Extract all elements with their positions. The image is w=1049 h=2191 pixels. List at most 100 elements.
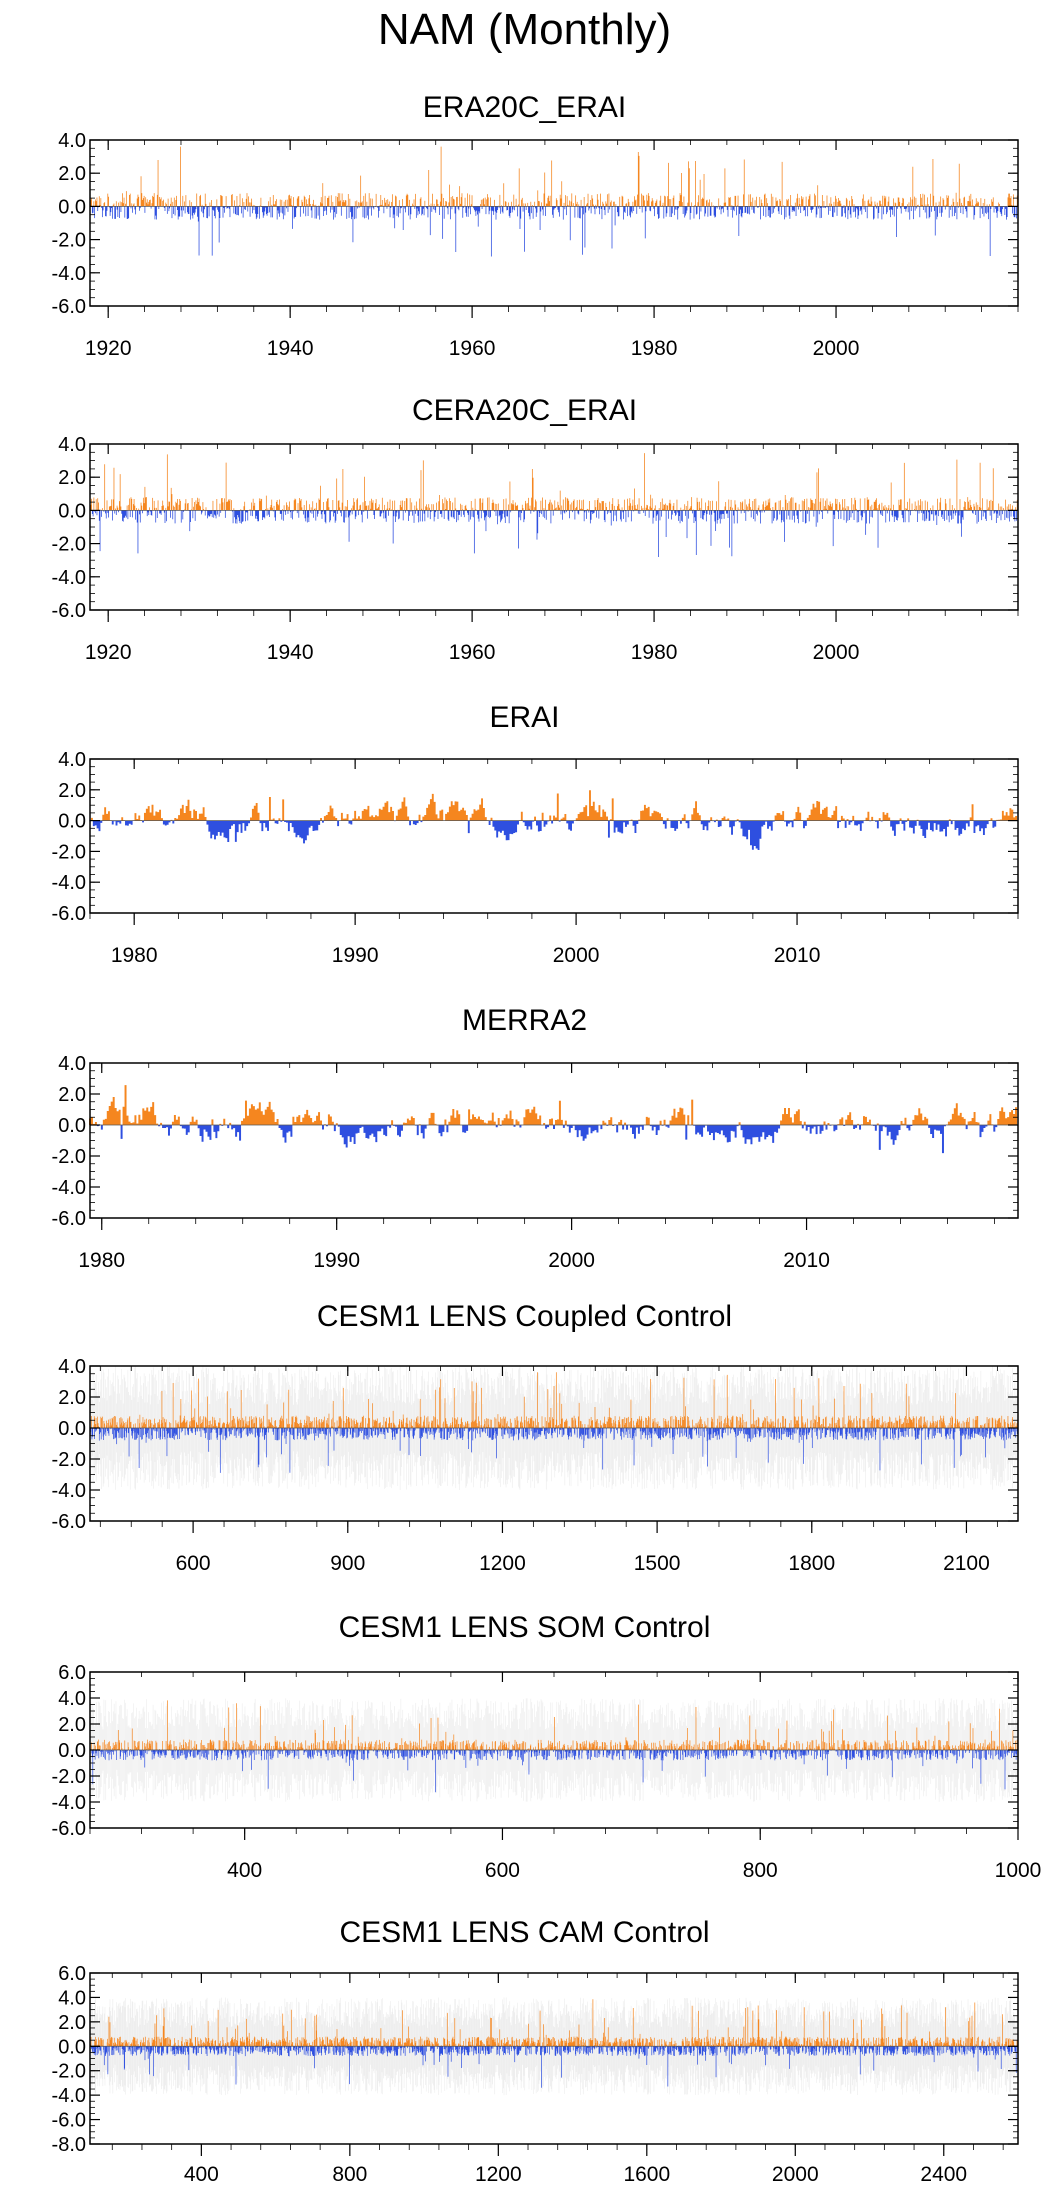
chart-title: ERA20C_ERAI bbox=[423, 91, 626, 124]
x-tick-label: 2010 bbox=[783, 1249, 830, 1272]
y-tick-label: -6.0 bbox=[52, 296, 86, 318]
x-tick-label: 1990 bbox=[313, 1249, 360, 1272]
y-tick-label: -6.0 bbox=[52, 903, 86, 925]
positive-bars bbox=[90, 453, 1018, 511]
y-tick-label: -6.0 bbox=[52, 1208, 86, 1230]
y-tick-label: 0.0 bbox=[58, 811, 86, 833]
negative-bars bbox=[89, 510, 1017, 558]
y-tick-label: -4.0 bbox=[52, 1177, 86, 1199]
chart-title: CERA20C_ERAI bbox=[412, 394, 637, 427]
y-tick-label: 0.0 bbox=[58, 1115, 86, 1137]
y-tick-label: -6.0 bbox=[52, 1818, 86, 1840]
chart-panel: MERRA2 4.0 2.0 0.0 -2.0 -4.0 -6.0 1980 1990 2000 2… bbox=[52, 1004, 1019, 1272]
x-tick-label: 1200 bbox=[475, 2163, 522, 2186]
positive-bars bbox=[89, 1085, 1018, 1125]
x-tick-label: 1960 bbox=[449, 337, 496, 360]
chart-panel: CERA20C_ERAI 4.0 2.0 0.0 -2.0 -4.0 -6.0 1920 194… bbox=[52, 394, 1019, 664]
x-tick-label: 1500 bbox=[634, 1552, 681, 1575]
x-tick-label: 800 bbox=[743, 1859, 778, 1882]
x-tick-label: 1960 bbox=[449, 641, 496, 664]
chart-title: CESM1 LENS SOM Control bbox=[339, 1611, 711, 1644]
x-tick-label: 1920 bbox=[85, 337, 132, 360]
chart-panel: ERAI 4.0 2.0 0.0 -2.0 -4.0 -6.0 1980 1990 2000 201… bbox=[52, 701, 1019, 967]
y-tick-label: 2.0 bbox=[58, 1387, 86, 1409]
y-tick-label: 0.0 bbox=[58, 1740, 86, 1762]
x-tick-label: 2010 bbox=[774, 944, 821, 967]
y-tick-label: -2.0 bbox=[52, 1146, 86, 1168]
ensemble-spread bbox=[89, 1997, 1018, 2096]
positive-bars bbox=[90, 790, 1018, 821]
negative-bars bbox=[96, 1125, 998, 1154]
y-tick-label: -2.0 bbox=[52, 2061, 86, 2083]
page-title: NAM (Monthly) bbox=[377, 5, 672, 54]
y-tick-label: 0.0 bbox=[58, 196, 86, 218]
y-tick-label: 0.0 bbox=[58, 2036, 86, 2058]
negative-bars bbox=[91, 206, 1017, 257]
y-tick-label: 4.0 bbox=[58, 434, 86, 456]
x-tick-label: 1980 bbox=[111, 944, 158, 967]
negative-bars bbox=[89, 820, 997, 850]
y-tick-label: -6.0 bbox=[52, 1511, 86, 1533]
x-tick-label: 2100 bbox=[943, 1552, 990, 1575]
y-tick-label: -6.0 bbox=[52, 600, 86, 622]
x-tick-label: 1600 bbox=[623, 2163, 670, 2186]
x-tick-label: 2400 bbox=[920, 2163, 967, 2186]
y-tick-label: 6.0 bbox=[58, 1662, 86, 1684]
y-tick-label: 2.0 bbox=[58, 467, 86, 489]
y-tick-label: -2.0 bbox=[52, 534, 86, 556]
y-tick-label: 2.0 bbox=[58, 1084, 86, 1106]
x-tick-label: 2000 bbox=[772, 2163, 819, 2186]
x-tick-label: 1980 bbox=[631, 641, 678, 664]
y-tick-label: 4.0 bbox=[58, 1053, 86, 1075]
x-tick-label: 1990 bbox=[332, 944, 379, 967]
y-tick-label: -2.0 bbox=[52, 1449, 86, 1471]
chart-title: CESM1 LENS CAM Control bbox=[339, 1916, 709, 1949]
positive-bars bbox=[89, 146, 1018, 207]
x-tick-label: 1000 bbox=[995, 1859, 1042, 1882]
y-tick-label: 6.0 bbox=[58, 1963, 86, 1985]
y-tick-label: -8.0 bbox=[52, 2134, 86, 2156]
y-tick-label: -4.0 bbox=[52, 567, 86, 589]
plot-frame bbox=[89, 758, 1019, 914]
plot-frame bbox=[89, 139, 1019, 307]
y-tick-label: -2.0 bbox=[52, 841, 86, 863]
y-tick-label: -2.0 bbox=[52, 1766, 86, 1788]
y-tick-label: 4.0 bbox=[58, 130, 86, 152]
y-tick-label: -4.0 bbox=[52, 2085, 86, 2107]
x-tick-label: 2000 bbox=[813, 641, 860, 664]
y-tick-label: 4.0 bbox=[58, 1688, 86, 1710]
chart-title: CESM1 LENS Coupled Control bbox=[317, 1300, 732, 1333]
chart-panel: CESM1 LENS Coupled Control 4.0 2.0 0.0 -2.0 -… bbox=[52, 1300, 1019, 1575]
plot-frame bbox=[89, 1062, 1019, 1219]
x-tick-label: 800 bbox=[332, 2163, 367, 2186]
y-tick-label: -4.0 bbox=[52, 263, 86, 285]
chart-panel: CESM1 LENS CAM Control 6.04.0 2.00.0 -2.0-4… bbox=[52, 1916, 1019, 2186]
y-tick-label: 2.0 bbox=[58, 163, 86, 185]
chart-title: ERAI bbox=[489, 701, 559, 734]
x-tick-label: 600 bbox=[485, 1859, 520, 1882]
y-tick-label: -4.0 bbox=[52, 872, 86, 894]
y-tick-label: -6.0 bbox=[52, 2110, 86, 2132]
chart-title: MERRA2 bbox=[462, 1004, 587, 1037]
y-tick-label: 2.0 bbox=[58, 780, 86, 802]
x-tick-label: 2000 bbox=[813, 337, 860, 360]
chart-panel: ERA20C_ERAI 4.0 2.0 0.0 -2.0 -4.0 -6.0 1920 1940… bbox=[52, 91, 1019, 360]
x-tick-label: 600 bbox=[176, 1552, 211, 1575]
x-tick-label: 1980 bbox=[78, 1249, 125, 1272]
x-tick-label: 400 bbox=[184, 2163, 219, 2186]
y-tick-label: 4.0 bbox=[58, 749, 86, 771]
y-tick-label: 0.0 bbox=[58, 1418, 86, 1440]
x-tick-label: 400 bbox=[227, 1859, 262, 1882]
plot-frame bbox=[89, 443, 1019, 611]
x-tick-label: 2000 bbox=[548, 1249, 595, 1272]
y-tick-label: 0.0 bbox=[58, 500, 86, 522]
x-tick-label: 1980 bbox=[631, 337, 678, 360]
y-tick-label: -2.0 bbox=[52, 230, 86, 252]
y-tick-label: 4.0 bbox=[58, 1987, 86, 2009]
x-tick-label: 1940 bbox=[267, 337, 314, 360]
y-tick-label: 2.0 bbox=[58, 2012, 86, 2034]
chart-panel: CESM1 LENS SOM Control 6.0 4.0 2.0 0.0 -2.0 -4… bbox=[52, 1611, 1042, 1882]
x-tick-label: 1940 bbox=[267, 641, 314, 664]
x-tick-label: 1920 bbox=[85, 641, 132, 664]
